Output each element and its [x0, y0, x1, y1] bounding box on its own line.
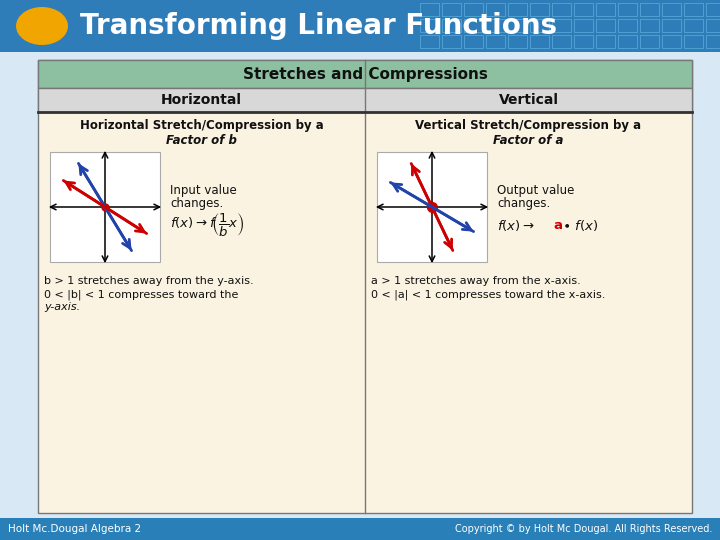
Bar [552, 3, 571, 16]
Bar [552, 19, 571, 32]
Bar [420, 19, 439, 32]
Bar [377, 152, 487, 262]
Bar [464, 3, 483, 16]
Bar [640, 3, 659, 16]
Bar [0, 518, 720, 540]
Text: Copyright © by Holt Mc Dougal. All Rights Reserved.: Copyright © by Holt Mc Dougal. All Right… [454, 524, 712, 534]
Text: y-axis.: y-axis. [44, 302, 80, 312]
Text: $f(x) \rightarrow$: $f(x) \rightarrow$ [497, 218, 535, 233]
Text: $\mathbf{a}$: $\mathbf{a}$ [553, 219, 563, 232]
Text: Horizontal: Horizontal [161, 93, 242, 107]
Text: 0 < |b| < 1 compresses toward the: 0 < |b| < 1 compresses toward the [44, 289, 238, 300]
Bar [50, 152, 160, 262]
Text: Holt Mc.Dougal Algebra 2: Holt Mc.Dougal Algebra 2 [8, 524, 141, 534]
Bar [640, 19, 659, 32]
Text: Output value: Output value [497, 184, 575, 197]
Bar [618, 19, 637, 32]
Text: Input value: Input value [170, 184, 237, 197]
Text: changes.: changes. [170, 197, 223, 210]
Bar [530, 3, 549, 16]
Bar [486, 3, 505, 16]
Bar [464, 35, 483, 48]
Text: b > 1 stretches away from the y-axis.: b > 1 stretches away from the y-axis. [44, 276, 253, 286]
Text: Stretches and Compressions: Stretches and Compressions [243, 66, 487, 82]
Bar [640, 35, 659, 48]
Bar [552, 35, 571, 48]
Bar [38, 88, 692, 112]
Bar [662, 3, 681, 16]
Text: $\bullet\ f(x)$: $\bullet\ f(x)$ [562, 218, 598, 233]
Bar [684, 3, 703, 16]
Text: Vertical Stretch/Compression by a: Vertical Stretch/Compression by a [415, 119, 642, 132]
Bar [574, 35, 593, 48]
Ellipse shape [16, 7, 68, 45]
Bar [508, 35, 527, 48]
Bar [574, 19, 593, 32]
Bar [508, 19, 527, 32]
Bar [618, 3, 637, 16]
Bar [420, 35, 439, 48]
Bar [684, 35, 703, 48]
Bar [508, 3, 527, 16]
Bar [662, 35, 681, 48]
Bar [706, 3, 720, 16]
Bar [486, 35, 505, 48]
Bar [530, 19, 549, 32]
Bar [38, 60, 692, 88]
Text: Factor of b: Factor of b [166, 133, 237, 146]
Bar [530, 35, 549, 48]
Bar [596, 19, 615, 32]
Text: $f(x) \rightarrow f\!\left(\dfrac{1}{b}x\right)$: $f(x) \rightarrow f\!\left(\dfrac{1}{b}x… [170, 212, 245, 239]
Text: changes.: changes. [497, 197, 550, 210]
Text: Horizontal Stretch/Compression by a: Horizontal Stretch/Compression by a [80, 119, 323, 132]
Bar [38, 60, 692, 513]
Bar [464, 19, 483, 32]
Bar [486, 19, 505, 32]
Text: Vertical: Vertical [498, 93, 559, 107]
Bar [442, 19, 461, 32]
Text: Transforming Linear Functions: Transforming Linear Functions [80, 12, 557, 40]
Bar [442, 35, 461, 48]
Text: a > 1 stretches away from the x-axis.: a > 1 stretches away from the x-axis. [371, 276, 581, 286]
Bar [684, 19, 703, 32]
Bar [0, 0, 720, 52]
Bar [596, 3, 615, 16]
Bar [442, 3, 461, 16]
Bar [574, 3, 593, 16]
Bar [420, 3, 439, 16]
Bar [706, 19, 720, 32]
Bar [618, 35, 637, 48]
Bar [596, 35, 615, 48]
Bar [662, 19, 681, 32]
Bar [706, 35, 720, 48]
Text: 0 < |a| < 1 compresses toward the x-axis.: 0 < |a| < 1 compresses toward the x-axis… [371, 289, 606, 300]
Text: Factor of a: Factor of a [493, 133, 564, 146]
